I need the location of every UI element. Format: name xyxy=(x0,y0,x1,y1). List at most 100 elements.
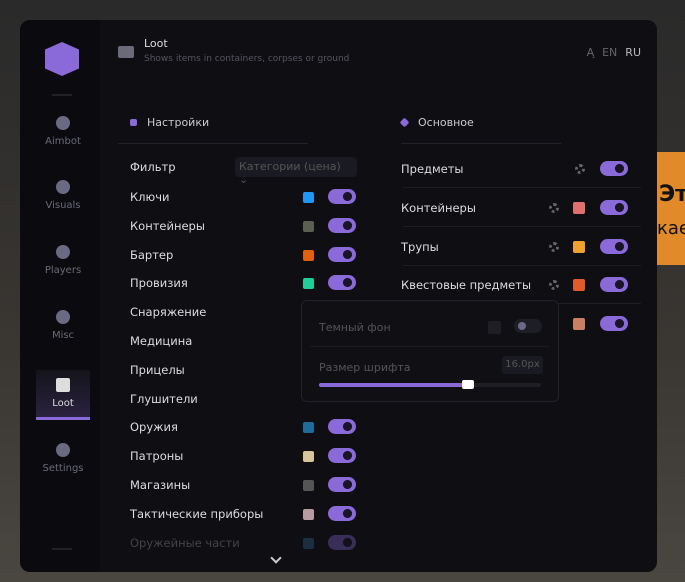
dark-bg-toggle[interactable] xyxy=(514,319,542,333)
main-row: Квестовые предметы xyxy=(401,271,531,299)
color-swatch[interactable] xyxy=(573,279,585,292)
color-swatch[interactable] xyxy=(303,480,314,491)
category-label: Медицина xyxy=(130,334,193,348)
page-title: Loot xyxy=(144,37,168,50)
chevron-down-icon: ⌄ xyxy=(239,173,249,186)
loot-category-row: Глушители xyxy=(130,385,198,413)
loot-category-row: Ключи xyxy=(130,183,169,211)
sidebar-item-players[interactable]: Players xyxy=(36,237,90,287)
item-settings-popup: Темный фон Размер шрифта 16.0px xyxy=(301,300,559,402)
sidebar-item-misc[interactable]: Misc xyxy=(36,302,90,352)
filter-label: Фильтр xyxy=(130,160,176,174)
filter-select[interactable]: Категории (цена) ⌄ xyxy=(235,157,357,186)
sidebar-item-label: Aimbot xyxy=(45,136,81,147)
divider xyxy=(118,143,308,144)
gear-icon xyxy=(130,119,137,126)
row-label: Контейнеры xyxy=(401,200,476,215)
row-toggle[interactable] xyxy=(600,199,628,215)
category-toggle[interactable] xyxy=(328,246,356,262)
font-size-slider[interactable] xyxy=(319,380,541,389)
font-size-value[interactable]: 16.0px xyxy=(502,356,543,374)
category-toggle[interactable] xyxy=(328,534,356,550)
gear-icon[interactable] xyxy=(575,164,585,174)
row-label: Трупы xyxy=(401,239,439,254)
row-toggle[interactable] xyxy=(600,161,628,176)
scroll-down-chevron-icon[interactable] xyxy=(270,554,280,564)
color-swatch[interactable] xyxy=(303,249,314,261)
sidebar-item-loot[interactable]: Loot xyxy=(36,370,90,420)
category-label: Снаряжение xyxy=(130,305,207,320)
divider xyxy=(403,225,641,227)
loot-category-row: Прицелы xyxy=(130,356,185,384)
color-swatch[interactable] xyxy=(303,422,314,434)
loot-category-row: Магазины xyxy=(130,471,190,499)
gear-icon[interactable] xyxy=(549,280,559,291)
loot-category-row: Патроны xyxy=(130,442,183,470)
language-switcher: A̧ EN RU xyxy=(587,46,641,59)
main-row: Предметы xyxy=(401,155,464,183)
color-swatch[interactable] xyxy=(573,201,585,214)
category-toggle[interactable] xyxy=(328,477,356,492)
color-swatch[interactable] xyxy=(303,451,314,463)
loot-category-row: Провизия xyxy=(130,269,188,297)
app-window: Aimbot Visuals Players Misc Loot Settings Loo… xyxy=(20,20,657,572)
loot-category-row: Оружия xyxy=(130,413,178,441)
sidebar-item-label: Loot xyxy=(52,398,74,409)
loot-category-row: Медицина xyxy=(130,327,192,355)
main-row: Контейнеры xyxy=(401,194,476,222)
category-label: Тактические приборы xyxy=(130,506,264,521)
sidebar-item-settings[interactable]: Settings xyxy=(36,435,90,485)
category-toggle[interactable] xyxy=(328,275,356,291)
background-game-sign: Эт кае xyxy=(657,152,685,265)
sidebar-item-aimbot[interactable]: Aimbot xyxy=(36,108,90,158)
divider xyxy=(403,264,641,266)
slider-handle[interactable] xyxy=(461,380,474,389)
gear-icon[interactable] xyxy=(549,241,559,252)
logo xyxy=(45,42,79,76)
sidebar-item-label: Misc xyxy=(51,330,75,341)
category-toggle[interactable] xyxy=(328,448,356,464)
color-swatch[interactable] xyxy=(303,537,314,549)
color-swatch[interactable] xyxy=(303,220,314,232)
divider xyxy=(52,94,72,96)
category-label: Прицелы xyxy=(130,362,185,377)
color-swatch[interactable] xyxy=(303,278,314,290)
category-toggle[interactable] xyxy=(328,189,356,204)
loot-category-row: Бартер xyxy=(130,241,173,269)
loot-icon xyxy=(56,378,70,392)
category-label: Ключи xyxy=(130,190,170,204)
color-swatch[interactable] xyxy=(573,318,585,331)
category-label: Глушители xyxy=(130,391,198,406)
row-toggle[interactable] xyxy=(600,277,628,293)
loot-category-row: Тактические приборы xyxy=(130,500,263,528)
visuals-icon xyxy=(56,180,70,194)
sidebar-item-visuals[interactable]: Visuals xyxy=(36,172,90,222)
color-swatch[interactable] xyxy=(573,240,585,253)
row-toggle[interactable] xyxy=(600,238,628,254)
sidebar-item-label: Settings xyxy=(42,463,84,474)
divider xyxy=(310,346,550,347)
sidebar-item-label: Players xyxy=(44,265,82,276)
category-label: Провизия xyxy=(130,276,188,291)
briefcase-icon xyxy=(118,46,134,58)
category-toggle[interactable] xyxy=(328,217,356,233)
category-toggle[interactable] xyxy=(328,505,356,521)
lang-ru[interactable]: RU xyxy=(625,46,641,59)
divider xyxy=(401,143,561,144)
loot-category-row: Контейнеры xyxy=(130,212,205,240)
translate-icon: A̧ xyxy=(586,46,595,59)
main-section-title: Основное xyxy=(399,116,474,129)
color-swatch[interactable] xyxy=(303,508,314,520)
category-toggle[interactable] xyxy=(328,419,356,435)
bg-text: Эт xyxy=(659,182,685,207)
misc-icon xyxy=(56,310,70,324)
category-label: Бартер xyxy=(130,247,174,262)
color-swatch[interactable] xyxy=(488,321,501,334)
players-icon xyxy=(56,245,70,259)
row-toggle[interactable] xyxy=(600,316,628,332)
category-label: Оружия xyxy=(130,420,178,435)
bg-text: кае xyxy=(657,218,685,239)
lang-en[interactable]: EN xyxy=(602,46,618,59)
color-swatch[interactable] xyxy=(303,192,314,203)
gear-icon[interactable] xyxy=(549,202,559,213)
